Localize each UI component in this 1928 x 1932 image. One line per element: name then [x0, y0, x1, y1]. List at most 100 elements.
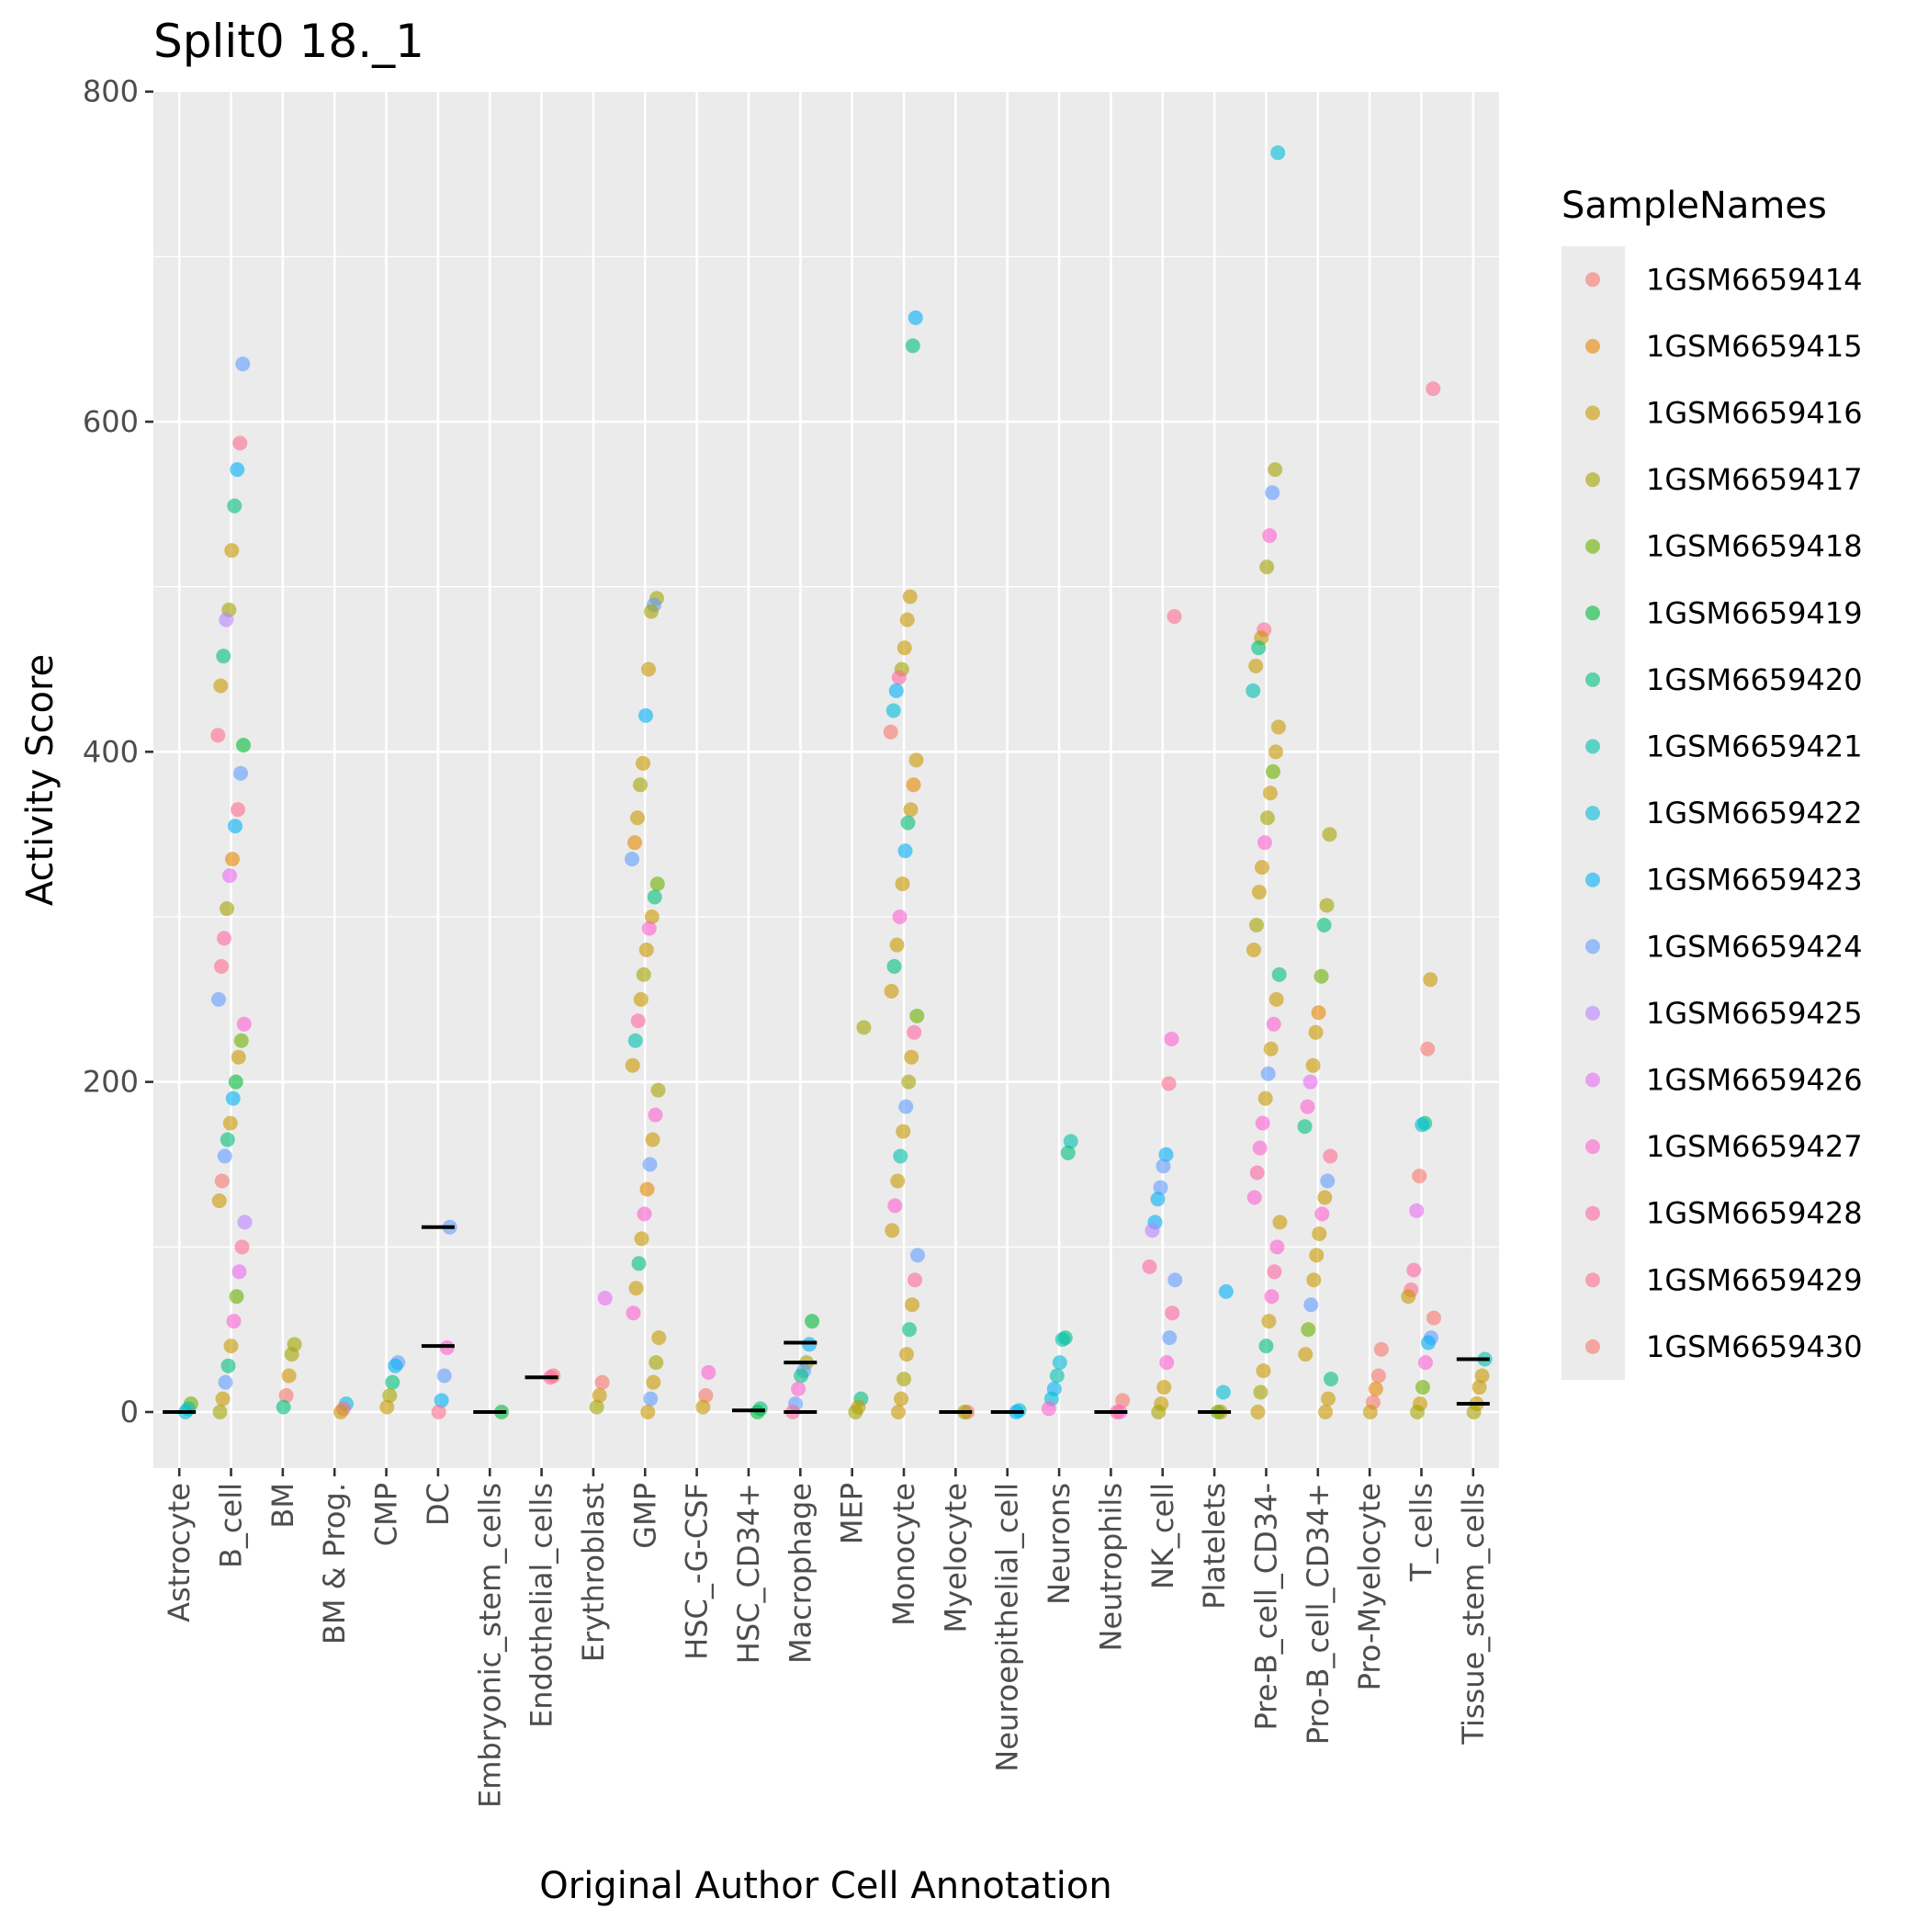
- y-tick-label: 200: [83, 1065, 139, 1100]
- data-point: [894, 1391, 909, 1407]
- data-point: [379, 1399, 395, 1415]
- data-point: [1306, 1272, 1322, 1288]
- data-point: [1426, 381, 1441, 397]
- data-point: [1158, 1147, 1174, 1162]
- data-point: [638, 942, 654, 957]
- data-point: [908, 1272, 923, 1288]
- legend-swatch: [1585, 1205, 1600, 1221]
- x-tick-label: MEP: [835, 1483, 870, 1544]
- data-point: [1151, 1405, 1167, 1419]
- data-point: [1054, 1331, 1070, 1347]
- data-point: [1368, 1381, 1383, 1396]
- data-point: [1305, 1057, 1321, 1073]
- legend-swatch: [1585, 405, 1600, 421]
- x-tick-label: Erythroblast: [576, 1483, 611, 1662]
- legend-items: 1GSM6659414 1GSM6659415 1GSM6659416 1GSM665…: [1562, 246, 1863, 1381]
- data-point: [905, 1297, 920, 1313]
- data-point: [1317, 1190, 1333, 1205]
- data-point: [900, 815, 916, 830]
- data-point: [636, 966, 651, 982]
- data-point: [228, 819, 243, 834]
- data-point: [641, 921, 657, 936]
- data-point: [216, 649, 231, 664]
- data-point: [220, 901, 235, 917]
- y-tick-label: 800: [83, 74, 139, 109]
- data-point: [643, 1391, 659, 1407]
- data-point: [902, 1322, 918, 1338]
- data-point: [222, 1115, 238, 1131]
- data-point: [385, 1374, 400, 1390]
- data-point: [1298, 1347, 1314, 1362]
- data-point: [627, 835, 643, 851]
- data-point: [284, 1347, 299, 1362]
- legend-label: 1GSM6659429: [1646, 1262, 1863, 1297]
- data-point: [648, 1107, 663, 1123]
- data-point: [276, 1399, 291, 1415]
- data-point: [633, 991, 648, 1007]
- legend: SampleNames 1GSM66594141GSM66594151GSM66…: [1562, 185, 1863, 1381]
- data-point: [1270, 145, 1286, 161]
- data-point: [636, 755, 651, 771]
- data-point: [639, 1181, 655, 1197]
- data-point: [1409, 1203, 1425, 1218]
- data-point: [1259, 559, 1275, 575]
- data-point: [1362, 1405, 1378, 1419]
- x-tick-label: B_cell: [214, 1483, 249, 1568]
- data-point: [1297, 1119, 1313, 1135]
- data-point: [223, 1339, 239, 1354]
- data-point: [1261, 1314, 1277, 1329]
- data-point: [1161, 1076, 1177, 1091]
- legend-swatch: [1585, 739, 1600, 754]
- x-tick-label: Pro-B_cell_CD34+: [1301, 1483, 1336, 1745]
- data-point: [1312, 1226, 1327, 1241]
- data-point: [888, 683, 904, 698]
- data-point: [1248, 658, 1264, 673]
- data-point: [233, 1033, 249, 1048]
- data-point: [645, 1132, 660, 1147]
- data-point: [592, 1388, 607, 1404]
- data-point: [634, 1231, 649, 1247]
- legend-swatch: [1585, 939, 1600, 955]
- y-tick-label: 600: [83, 404, 139, 439]
- data-point: [1271, 966, 1287, 982]
- legend-label: 1GSM6659418: [1646, 529, 1863, 564]
- data-point: [225, 1090, 241, 1106]
- data-point: [1268, 744, 1283, 760]
- x-axis-title: Original Author Cell Annotation: [539, 1865, 1111, 1907]
- data-point: [1406, 1262, 1422, 1278]
- data-point: [220, 1132, 235, 1147]
- data-point: [1250, 1405, 1266, 1419]
- data-point: [1370, 1368, 1386, 1384]
- data-point: [695, 1399, 711, 1415]
- data-point: [630, 1013, 646, 1029]
- data-point: [1426, 1310, 1441, 1326]
- data-point: [1266, 1016, 1281, 1032]
- data-point: [1060, 1145, 1076, 1160]
- x-tick-label: Macrophage: [783, 1483, 817, 1664]
- legend-swatch: [1585, 538, 1600, 554]
- y-tick-label: 0: [120, 1395, 139, 1429]
- y-axis-title: Activity Score: [19, 654, 62, 906]
- data-point: [1373, 1341, 1389, 1357]
- data-point: [901, 1074, 917, 1090]
- data-point: [597, 1291, 613, 1306]
- data-point: [631, 1256, 647, 1271]
- x-tick-label: Platelets: [1197, 1483, 1232, 1610]
- data-point: [1256, 1363, 1271, 1379]
- data-point: [1052, 1355, 1067, 1371]
- data-point: [649, 876, 665, 892]
- data-point: [637, 1206, 652, 1222]
- data-point: [1246, 1190, 1262, 1205]
- legend-label: 1GSM6659417: [1646, 462, 1863, 497]
- data-point: [625, 1057, 640, 1073]
- data-point: [1415, 1380, 1430, 1395]
- data-point: [1311, 1005, 1326, 1021]
- data-point: [220, 1358, 236, 1373]
- median-marks: [163, 1225, 1490, 1414]
- data-point: [231, 802, 246, 818]
- x-tick-label: Pro-Myelocyte: [1352, 1483, 1387, 1690]
- data-point: [214, 1173, 230, 1189]
- data-point: [1063, 1134, 1078, 1149]
- legend-swatch: [1585, 872, 1600, 887]
